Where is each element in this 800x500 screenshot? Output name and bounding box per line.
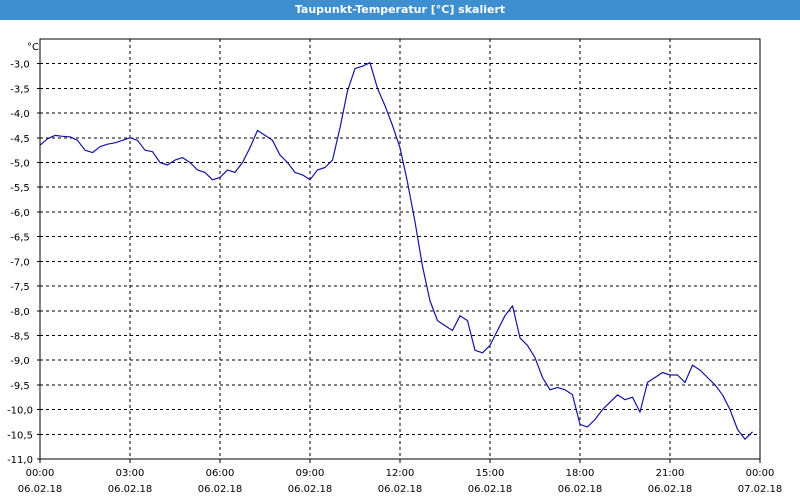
series-layer <box>39 62 753 440</box>
x-tick-date-label: 06.02.18 <box>108 484 153 495</box>
y-tick-label: -3,5 <box>10 84 30 95</box>
y-tick-label: -7,0 <box>10 257 30 268</box>
x-tick-time-label: 06:00 <box>206 468 235 479</box>
x-tick-date-label: 06.02.18 <box>378 484 423 495</box>
x-tick-date-label: 06.02.18 <box>558 484 603 495</box>
x-tick-time-label: 00:00 <box>26 468 55 479</box>
x-tick-time-label: 15:00 <box>476 468 505 479</box>
y-tick-label: -10,5 <box>7 430 33 441</box>
x-tick-time-label: 00:00 <box>746 468 775 479</box>
y-tick-label: -10,0 <box>7 406 33 417</box>
y-tick-label: -9,0 <box>10 356 30 367</box>
y-tick-label: -3,0 <box>10 60 30 71</box>
series-line <box>39 62 753 440</box>
window-title-bar: Taupunkt-Temperatur [°C] skaliert <box>0 0 800 20</box>
y-tick-label: -6,0 <box>10 208 30 219</box>
x-tick-date-label: 06.02.18 <box>18 484 63 495</box>
y-tick-label: -11,0 <box>7 455 33 466</box>
y-tick-label: -9,5 <box>10 381 30 392</box>
y-tick-label: -6,5 <box>10 233 30 244</box>
chart-title: Taupunkt-Temperatur [°C] skaliert <box>294 3 506 16</box>
y-tick-label: -8,5 <box>10 331 30 342</box>
x-tick-date-label: 06.02.18 <box>198 484 243 495</box>
x-tick-time-label: 09:00 <box>296 468 325 479</box>
x-tick-time-label: 12:00 <box>386 468 415 479</box>
x-tick-date-label: 07.02.18 <box>738 484 783 495</box>
y-tick-label: -7,5 <box>10 282 30 293</box>
x-tick-date-label: 06.02.18 <box>468 484 513 495</box>
label-layer: -3,0 -3,5 -4,0 -4,5 -5,0 -5,5 -6,0 -6,5 -7,0 -7,5… <box>7 42 782 495</box>
plot-frame <box>39 38 761 460</box>
y-tick-label: -5,5 <box>10 183 30 194</box>
y-tick-label: -4,5 <box>10 134 30 145</box>
y-tick-label: -4,0 <box>10 109 30 120</box>
grid-layer <box>40 39 760 459</box>
x-tick-date-label: 06.02.18 <box>648 484 693 495</box>
x-tick-time-label: 03:00 <box>116 468 145 479</box>
y-unit-label: °C <box>27 42 39 53</box>
x-tick-time-label: 21:00 <box>656 468 685 479</box>
x-tick-time-label: 18:00 <box>566 468 595 479</box>
chart-area: -3,0 -3,5 -4,0 -4,5 -5,0 -5,5 -6,0 -6,5 -7,0 -7,5… <box>0 20 800 500</box>
dewpoint-chart: -3,0 -3,5 -4,0 -4,5 -5,0 -5,5 -6,0 -6,5 -7,0 -7,5… <box>7 38 782 495</box>
x-tick-date-label: 06.02.18 <box>288 484 333 495</box>
axis-layer <box>37 38 761 463</box>
y-tick-label: -5,0 <box>10 159 30 170</box>
y-tick-label: -8,0 <box>10 307 30 318</box>
